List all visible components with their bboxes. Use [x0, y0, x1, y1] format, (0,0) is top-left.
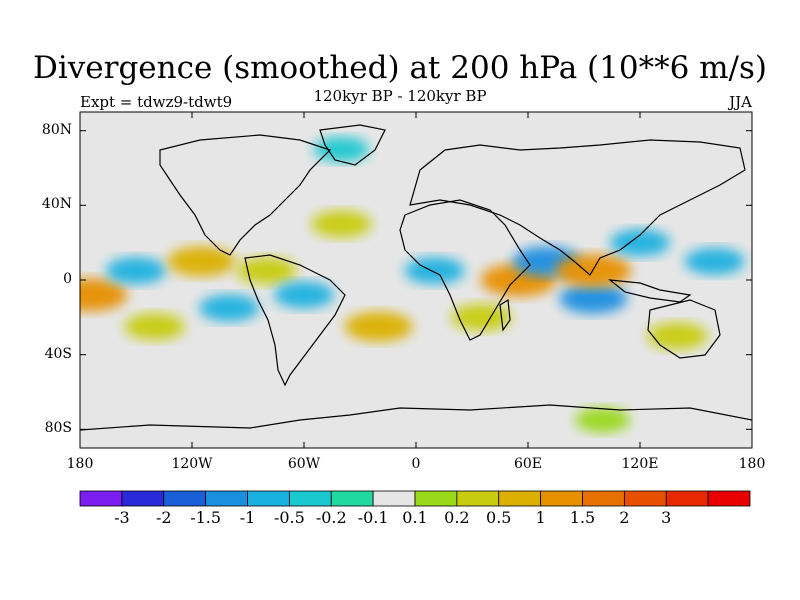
y-tick-label: 80S	[44, 420, 72, 437]
colorbar-label: 2	[619, 508, 630, 527]
field-feature	[344, 311, 413, 342]
colorbar-label: -3	[114, 508, 130, 527]
colorbar-label: -0.5	[273, 508, 305, 527]
colorbar-label: 1.5	[569, 508, 596, 527]
colorbar-swatch	[288, 490, 332, 507]
colorbar-swatch	[79, 490, 123, 507]
colorbar-swatch	[623, 490, 667, 507]
colorbar-swatch	[456, 490, 500, 507]
field-feature	[610, 229, 670, 257]
colorbar-swatch	[707, 490, 751, 507]
field-feature	[404, 257, 465, 285]
season-label: JJA	[729, 93, 752, 111]
colorbar-swatch	[247, 490, 290, 507]
colorbar-label: 1	[535, 508, 546, 527]
y-tick-label: 80N	[41, 121, 72, 138]
field-feature	[236, 257, 297, 285]
colorbar-label: 0.5	[486, 508, 512, 527]
colorbar-swatch	[498, 490, 542, 507]
colorbar	[79, 490, 751, 507]
colorbar-label: -2	[155, 508, 172, 527]
colorbar-label: 3	[661, 508, 672, 527]
colorbar-swatch	[163, 490, 207, 507]
colorbar-swatch	[540, 490, 583, 507]
field-feature	[575, 407, 631, 433]
field-feature	[199, 294, 260, 322]
colorbar-swatch	[330, 490, 374, 507]
x-tick-label: 0	[411, 456, 421, 472]
x-tick-label: 120E	[621, 456, 659, 472]
map-axes	[79, 112, 753, 448]
field-feature	[684, 247, 745, 275]
colorbar-label: -1	[239, 508, 256, 527]
colorbar-label: -1.5	[190, 508, 222, 527]
field-feature	[311, 210, 372, 238]
coastlines	[80, 124, 752, 431]
x-tick-label: 60E	[513, 456, 543, 472]
colorbar-swatch	[121, 490, 165, 507]
field-feature	[274, 281, 334, 309]
x-tick-label: 180	[738, 456, 766, 472]
field-feature	[647, 322, 708, 350]
field-feature	[80, 278, 128, 312]
field-feature	[124, 313, 185, 341]
x-tick-label: 180	[66, 456, 94, 472]
x-tick-label: 60W	[287, 456, 321, 472]
colorbar-label: 0.1	[402, 508, 428, 527]
experiment-label: Expt = tdwz9-tdwt9	[80, 93, 233, 111]
colorbar-label: -0.1	[357, 508, 389, 527]
subtitle: 120kyr BP - 120kyr BP	[313, 87, 487, 105]
colorbar-label: 0.2	[444, 508, 470, 527]
colorbar-swatch	[372, 490, 416, 507]
field-feature	[106, 257, 166, 285]
field-feature	[167, 246, 236, 277]
colorbar-swatch	[205, 490, 248, 507]
divergence-field	[80, 136, 745, 433]
field-feature	[555, 254, 632, 288]
colorbar-label: -0.2	[315, 508, 347, 527]
colorbar-swatch	[665, 490, 709, 507]
colorbar-swatch	[582, 490, 625, 507]
field-feature	[559, 283, 628, 314]
field-feature	[451, 303, 512, 331]
x-tick-label: 120W	[171, 456, 213, 472]
y-tick-label: 40N	[41, 196, 72, 213]
page-title: Divergence (smoothed) at 200 hPa (10**6 …	[33, 50, 767, 86]
colorbar-swatch	[414, 490, 458, 507]
y-tick-label: 40S	[44, 345, 72, 362]
field-feature	[313, 136, 369, 162]
y-tick-label: 0	[63, 271, 72, 287]
